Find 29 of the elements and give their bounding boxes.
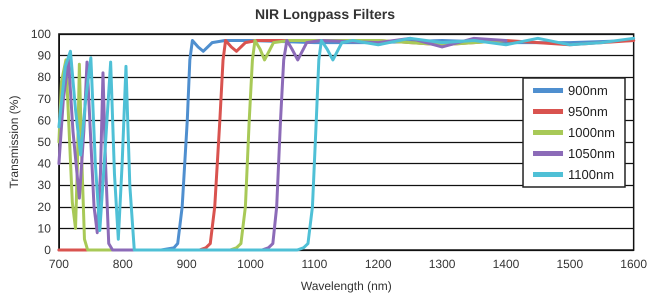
x-tick-label: 800: [112, 257, 134, 271]
legend-label: 1050nm: [568, 146, 616, 161]
y-tick-label: 60: [38, 113, 52, 128]
legend-label: 900nm: [568, 83, 608, 98]
y-tick-label: 10: [38, 221, 52, 236]
legend-label: 1100nm: [568, 167, 614, 182]
x-tick-label: 1500: [556, 257, 584, 271]
x-tick-label: 900: [176, 257, 197, 271]
x-tick-label: 1400: [492, 257, 520, 271]
x-tick-label: 1200: [364, 257, 392, 271]
chart-title: NIR Longpass Filters: [254, 6, 396, 22]
x-axis-title: Wavelength (nm): [300, 279, 392, 293]
y-tick-label: 70: [38, 92, 52, 106]
y-tick-label: 0: [44, 243, 52, 257]
y-tick-label: 90: [38, 48, 52, 63]
x-tick-label: 700: [48, 257, 70, 271]
x-tick-label: 1000: [237, 257, 264, 271]
y-tick-label: 30: [38, 178, 52, 192]
y-axis-title: Transmission (%): [7, 96, 21, 188]
y-tick-label: 100: [30, 27, 52, 41]
legend-label: 950nm: [568, 104, 608, 119]
y-tick-label: 80: [38, 70, 52, 84]
x-tick-label: 1100: [301, 257, 328, 271]
y-tick-label: 50: [38, 135, 52, 149]
y-tick-label: 40: [38, 156, 52, 171]
y-tick-label: 20: [38, 200, 52, 214]
x-tick-label: 1600: [620, 257, 648, 271]
x-tick-label: 1300: [428, 257, 456, 271]
legend-label: 1000nm: [568, 125, 616, 140]
